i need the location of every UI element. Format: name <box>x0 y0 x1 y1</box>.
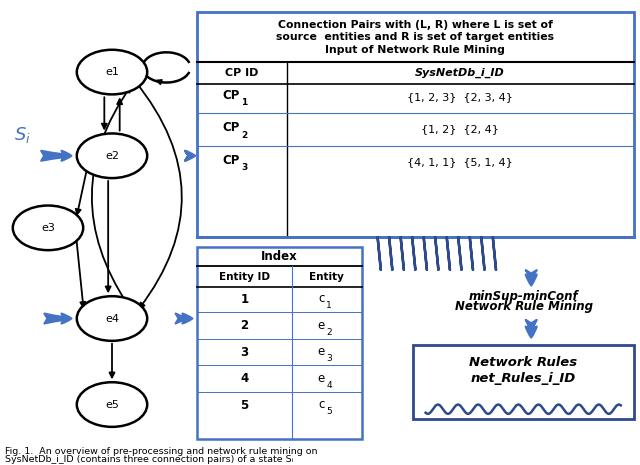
FancyBboxPatch shape <box>197 12 634 237</box>
Text: $S_i$: $S_i$ <box>14 125 31 145</box>
Text: e: e <box>317 319 324 332</box>
Text: e: e <box>317 345 324 358</box>
Text: CP: CP <box>223 121 240 134</box>
Text: CP: CP <box>223 154 240 167</box>
Text: 3: 3 <box>241 346 248 359</box>
Text: Connection Pairs with (L, R) where L is set of: Connection Pairs with (L, R) where L is … <box>278 20 553 30</box>
Text: 1: 1 <box>241 293 248 306</box>
Text: {4, 1, 1}  {5, 1, 4}: {4, 1, 1} {5, 1, 4} <box>407 157 513 167</box>
Text: CP ID: CP ID <box>225 68 259 78</box>
Text: SysNetDb_i_ID (contains three connection pairs) of a state Sᵢ: SysNetDb_i_ID (contains three connection… <box>5 455 294 464</box>
Text: 1: 1 <box>241 98 248 107</box>
Text: e4: e4 <box>105 313 119 324</box>
Ellipse shape <box>77 50 147 94</box>
Text: Fig. 1.  An overview of pre-processing and network rule mining on: Fig. 1. An overview of pre-processing an… <box>5 446 317 456</box>
Text: 1: 1 <box>326 301 332 310</box>
Text: 5: 5 <box>241 399 248 412</box>
Text: 3: 3 <box>241 163 248 173</box>
Text: 2: 2 <box>241 319 248 332</box>
Ellipse shape <box>77 133 147 178</box>
Text: c: c <box>319 398 324 411</box>
Text: e1: e1 <box>105 67 119 77</box>
Text: 4: 4 <box>241 372 248 385</box>
Text: {1, 2}  {2, 4}: {1, 2} {2, 4} <box>421 124 499 134</box>
Text: net_Rules_i_ID: net_Rules_i_ID <box>470 372 576 385</box>
Text: 2: 2 <box>241 131 248 140</box>
Text: {1, 2, 3}  {2, 3, 4}: {1, 2, 3} {2, 3, 4} <box>407 92 513 102</box>
Text: Entity: Entity <box>309 272 344 282</box>
Text: SysNetDb_i_ID: SysNetDb_i_ID <box>415 68 505 78</box>
Text: minSup-minConf: minSup-minConf <box>468 290 579 303</box>
Text: source  entities and R is set of target entities: source entities and R is set of target e… <box>276 32 554 42</box>
Text: e3: e3 <box>41 223 55 233</box>
Text: 4: 4 <box>326 380 332 390</box>
Text: Index: Index <box>261 250 298 263</box>
Text: Entity ID: Entity ID <box>219 272 270 282</box>
Text: Network Rule Mining: Network Rule Mining <box>454 300 593 313</box>
Text: 3: 3 <box>326 354 332 363</box>
FancyBboxPatch shape <box>197 247 362 439</box>
Text: CP: CP <box>223 89 240 102</box>
Text: e: e <box>317 372 324 385</box>
Text: c: c <box>319 292 324 305</box>
Ellipse shape <box>13 206 83 250</box>
Text: e2: e2 <box>105 151 119 161</box>
FancyBboxPatch shape <box>413 345 634 418</box>
Text: 2: 2 <box>326 327 332 337</box>
Ellipse shape <box>77 296 147 341</box>
Text: e5: e5 <box>105 399 119 410</box>
Text: Input of Network Rule Mining: Input of Network Rule Mining <box>325 45 506 55</box>
Text: 5: 5 <box>326 407 332 416</box>
Ellipse shape <box>77 382 147 427</box>
Text: Network Rules: Network Rules <box>469 356 577 369</box>
